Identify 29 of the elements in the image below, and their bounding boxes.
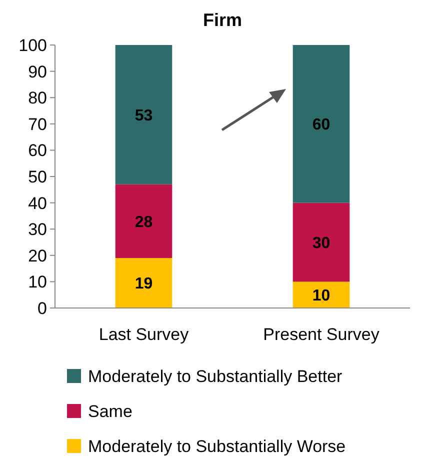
data-label: 28 (134, 214, 153, 231)
data-label: 19 (134, 276, 153, 293)
bar (292, 202, 350, 282)
x-tick-label: Present Survey (263, 325, 380, 344)
data-label: 30 (312, 234, 330, 252)
bar (292, 45, 350, 203)
x-tick-label: Last Survey (98, 325, 190, 344)
y-tick-label: 10 (28, 272, 47, 292)
y-tick-label: 80 (28, 88, 47, 108)
y-tick-label: 60 (28, 141, 47, 160)
y-tick-label: 100 (18, 36, 47, 55)
legend-label: Moderately to Substantially Better (88, 366, 343, 386)
y-tick-label: 40 (28, 194, 47, 213)
data-label: 10 (312, 287, 330, 304)
chart-title: Firm (202, 10, 242, 30)
legend-label: Same (88, 402, 132, 421)
data-label: 60 (312, 116, 330, 134)
bar (115, 45, 172, 184)
y-tick-label: 0 (38, 298, 47, 318)
legend-label: Moderately to Substantially Worse (88, 436, 346, 456)
bar (292, 282, 350, 308)
y-tick-label: 70 (28, 114, 47, 134)
y-tick-label: 30 (28, 220, 47, 240)
bar (115, 184, 172, 258)
y-tick-label: 90 (28, 62, 47, 82)
y-tick-label: 20 (28, 246, 47, 266)
bar (115, 258, 172, 308)
data-label: 53 (134, 107, 153, 124)
y-tick-label: 50 (28, 167, 47, 186)
